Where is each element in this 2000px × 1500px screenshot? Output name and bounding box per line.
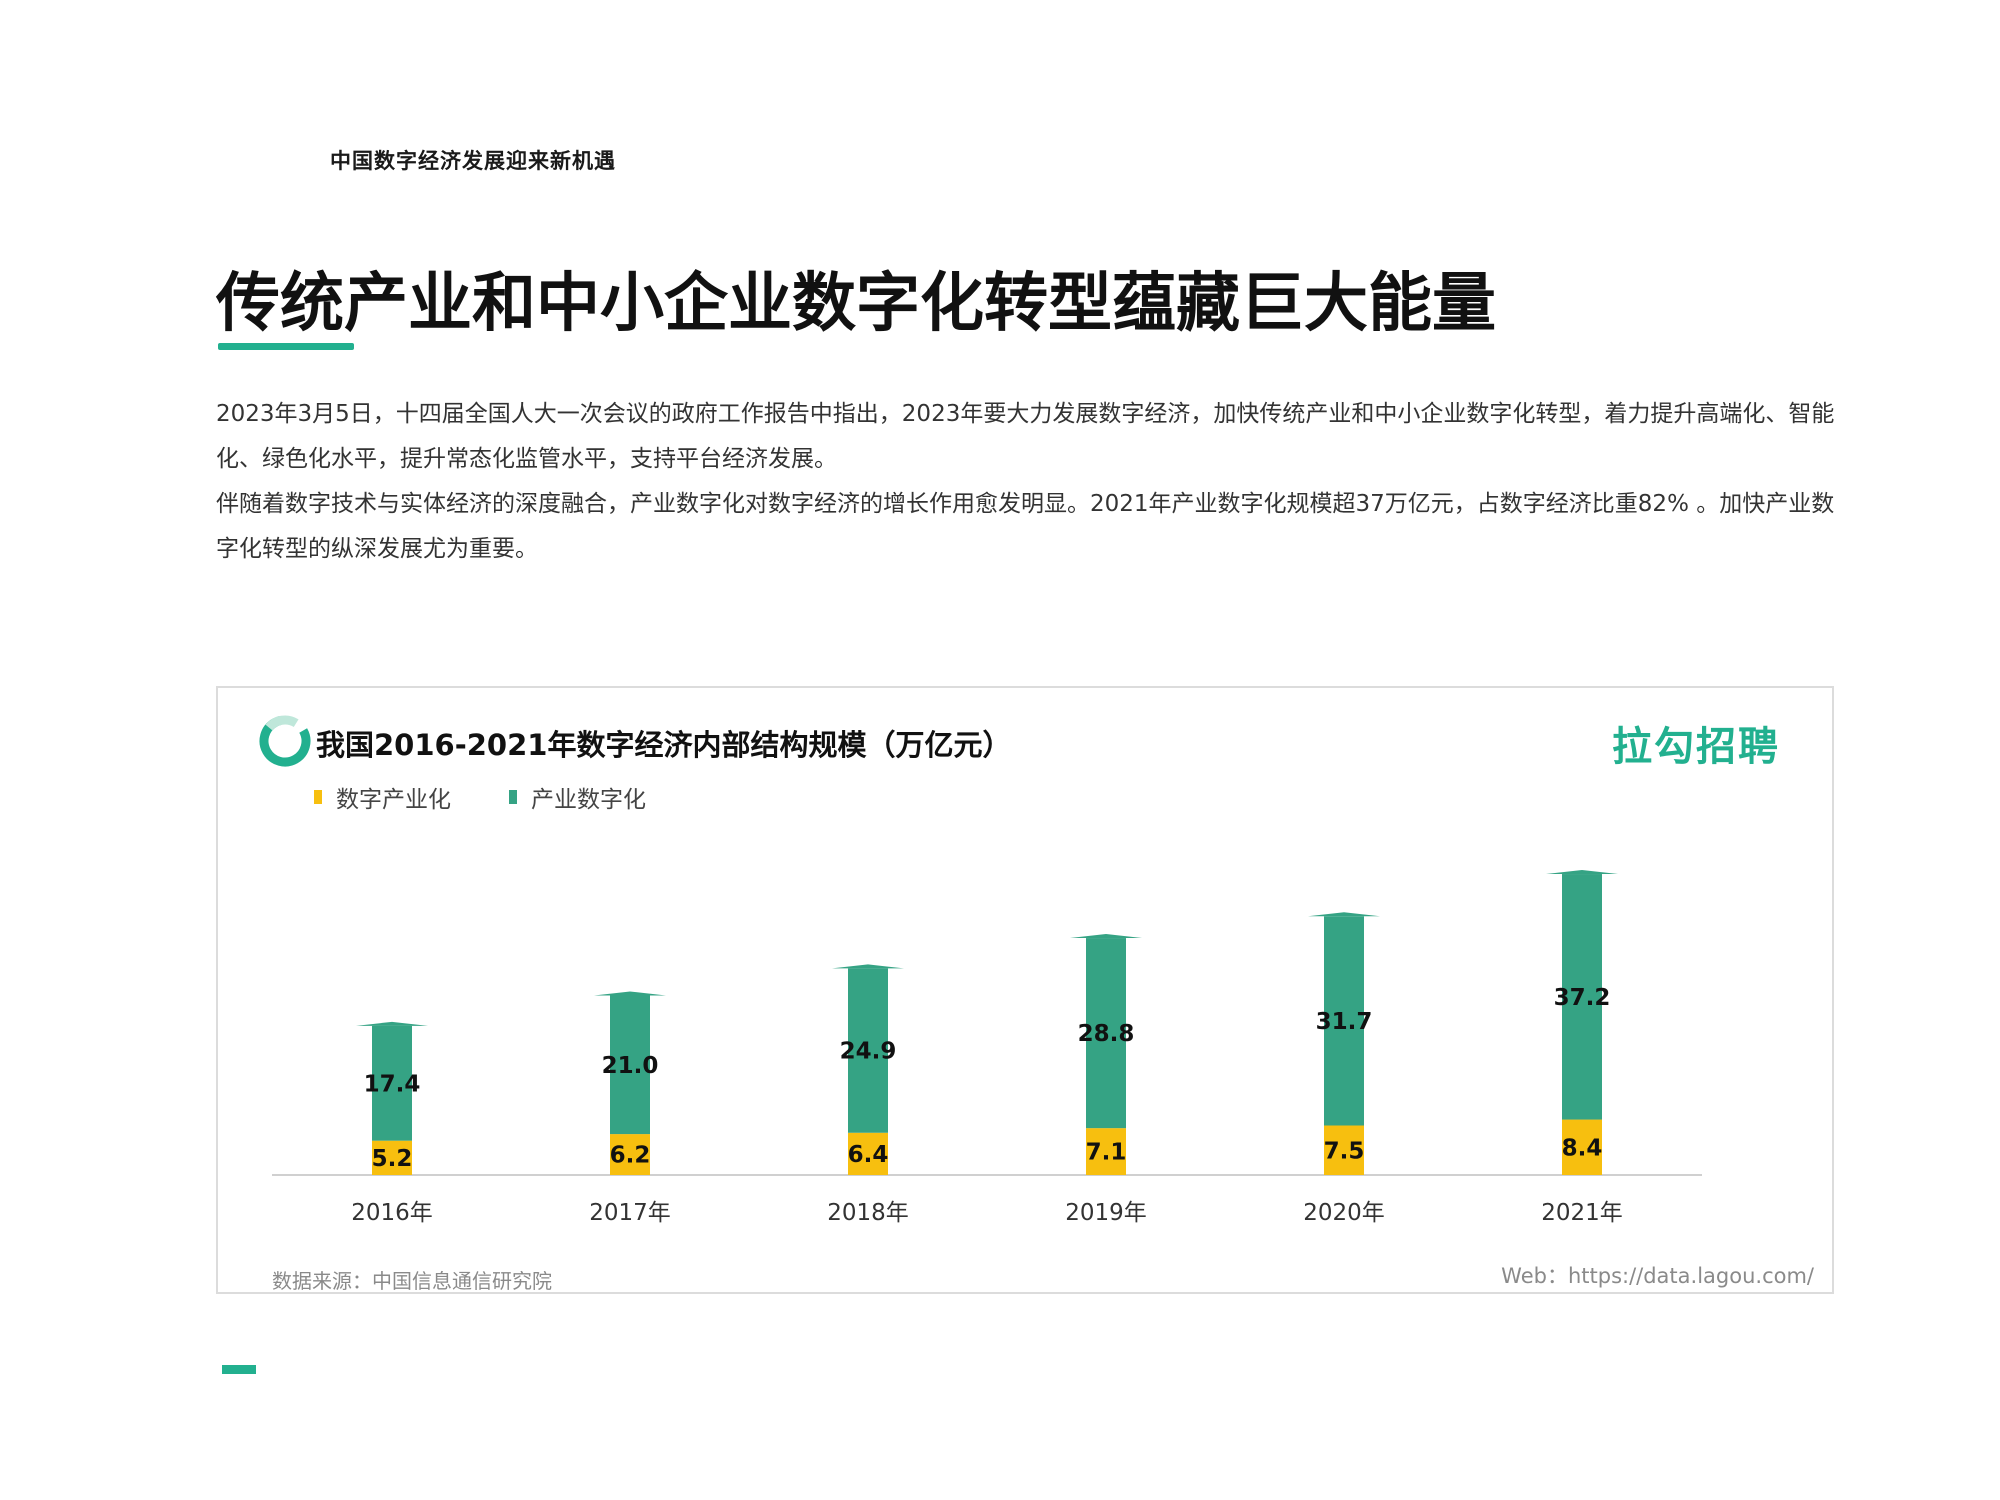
bar-industrial-digitalization (848, 968, 888, 1133)
x-tick-label: 2019年 (1065, 1200, 1147, 1226)
bar-digital-industrialization (848, 1132, 888, 1175)
data-label-industrial-digitalization: 28.8 (1078, 1021, 1135, 1047)
legend-swatch-green (509, 790, 517, 804)
bar-industrial-digitalization (372, 1025, 412, 1141)
body-paragraph-2: 伴随着数字技术与实体经济的深度融合，产业数字化对数字经济的增长作用愈发明显。20… (216, 491, 1835, 562)
data-label-digital-industrialization: 7.1 (1086, 1140, 1127, 1166)
brand-ring-icon (259, 715, 311, 767)
data-label-industrial-digitalization: 17.4 (364, 1071, 421, 1097)
data-label-industrial-digitalization: 37.2 (1554, 985, 1611, 1011)
legend-item-industrial-digitalization: 产业数字化 (509, 780, 646, 814)
data-label-industrial-digitalization: 21.0 (602, 1053, 659, 1079)
bar-industrial-digitalization (1324, 916, 1364, 1126)
x-tick-label: 2017年 (589, 1200, 671, 1226)
bar-digital-industrialization (1562, 1119, 1602, 1175)
x-tick-label: 2020年 (1303, 1200, 1385, 1226)
data-label-digital-industrialization: 5.2 (372, 1146, 413, 1172)
legend-item-digital-industrialization: 数字产业化 (314, 780, 451, 814)
bar-digital-industrialization (1086, 1128, 1126, 1175)
data-source-note: 数据来源：中国信息通信研究院 (272, 1269, 552, 1293)
page-title: 传统产业和中小企业数字化转型蕴藏巨大能量 (216, 267, 1496, 341)
footer-accent-dash (222, 1365, 256, 1374)
brand-logo-text: 拉勾招聘 (1612, 724, 1780, 770)
title-underline (218, 343, 354, 350)
chart-card: 我国2016-2021年数字经济内部结构规模（万亿元） 拉勾招聘 数字产业化 产… (216, 686, 1834, 1294)
legend-label: 数字产业化 (336, 787, 451, 813)
data-label-digital-industrialization: 6.4 (848, 1142, 889, 1168)
data-label-digital-industrialization: 6.2 (610, 1143, 651, 1169)
bar-cap (1308, 912, 1380, 917)
x-tick-label: 2018年 (827, 1200, 909, 1226)
chart-legend: 数字产业化 产业数字化 (314, 780, 646, 814)
data-label-industrial-digitalization: 31.7 (1316, 1009, 1373, 1035)
bar-industrial-digitalization (610, 995, 650, 1135)
bar-cap (832, 964, 904, 969)
data-label-digital-industrialization: 7.5 (1324, 1138, 1365, 1164)
section-label: 中国数字经济发展迎来新机遇 (330, 149, 616, 173)
data-label-digital-industrialization: 8.4 (1562, 1135, 1603, 1161)
bar-industrial-digitalization (1086, 938, 1126, 1129)
body-text: 2023年3月5日，十四届全国人大一次会议的政府工作报告中指出，2023年要大力… (216, 392, 1846, 572)
bar-digital-industrialization (1324, 1125, 1364, 1175)
bar-industrial-digitalization (1562, 874, 1602, 1120)
x-tick-label: 2016年 (351, 1200, 433, 1226)
web-url-note: Web：https://data.lagou.com/ (1501, 1264, 1814, 1288)
bar-digital-industrialization (610, 1134, 650, 1175)
legend-swatch-yellow (314, 790, 322, 804)
bar-cap (1546, 870, 1618, 875)
chart-title: 我国2016-2021年数字经济内部结构规模（万亿元） (316, 728, 1012, 762)
bar-digital-industrialization (372, 1140, 412, 1175)
x-tick-label: 2021年 (1541, 1200, 1623, 1226)
bar-cap (594, 991, 666, 996)
bar-chart: 5.2 17.4 2016年 6.2 21.0 2017年 6.4 24.9 2018年 7.1 2… (272, 870, 1702, 1226)
body-paragraph-1: 2023年3月5日，十四届全国人大一次会议的政府工作报告中指出，2023年要大力… (216, 401, 1835, 472)
data-label-industrial-digitalization: 24.9 (840, 1039, 897, 1065)
bar-cap (356, 1021, 428, 1026)
bar-cap (1070, 934, 1142, 939)
legend-label: 产业数字化 (531, 787, 646, 813)
